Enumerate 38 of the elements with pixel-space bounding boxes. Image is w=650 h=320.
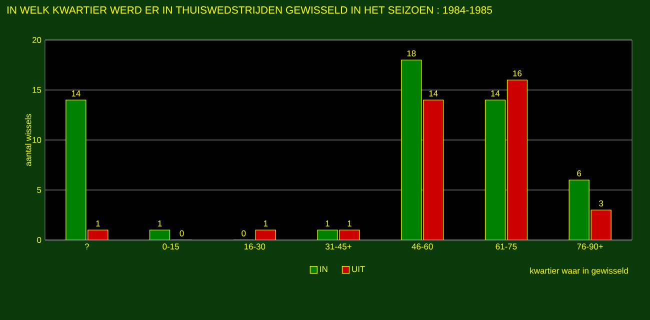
x-tick-label: ? [84,244,89,250]
y-tick-label: 5 [37,187,42,193]
bar [568,180,590,240]
data-label: 1 [264,220,268,226]
data-label: 0 [242,230,246,236]
data-label: 1 [326,220,330,226]
x-tick-label: 31-45+ [326,244,352,250]
y-tick-label: 0 [37,237,42,243]
data-label: 3 [599,200,604,206]
legend-label: IN [320,266,328,272]
bar [484,100,506,240]
y-tick-label: 10 [32,137,42,143]
data-label: 14 [429,90,438,96]
data-label: 1 [348,220,352,226]
x-tick-label: 16-30 [244,244,266,250]
data-label: 14 [72,90,80,96]
y-tick-label: 15 [32,87,42,93]
bar [506,80,528,240]
data-label: 16 [513,70,522,76]
data-label: 0 [180,230,184,236]
x-tick-label: 46-60 [412,244,433,250]
bar [590,210,612,240]
data-label: 18 [407,50,416,56]
y-tick-label: 20 [32,37,42,43]
x-axis-title: kwartier waar in gewisseld [530,268,628,276]
data-label: 6 [577,170,582,176]
x-tick-label: 61-75 [496,244,517,250]
bar [423,100,444,240]
data-label: 1 [96,220,100,226]
data-label: 14 [491,90,500,96]
legend-label: UIT [352,266,365,272]
y-axis-title: aantal wissels [25,114,32,166]
x-tick-label: 0-15 [162,244,179,250]
data-label: 1 [158,220,162,226]
bar [401,60,422,240]
bar [66,100,86,240]
chart-title: IN WELK KWARTIER WERD ER IN THUISWEDSTRIJDEN GEWISSELD IN HET SEIZOEN : 1984-1985 [7,6,492,14]
x-tick-label: 76-90+ [577,244,603,250]
